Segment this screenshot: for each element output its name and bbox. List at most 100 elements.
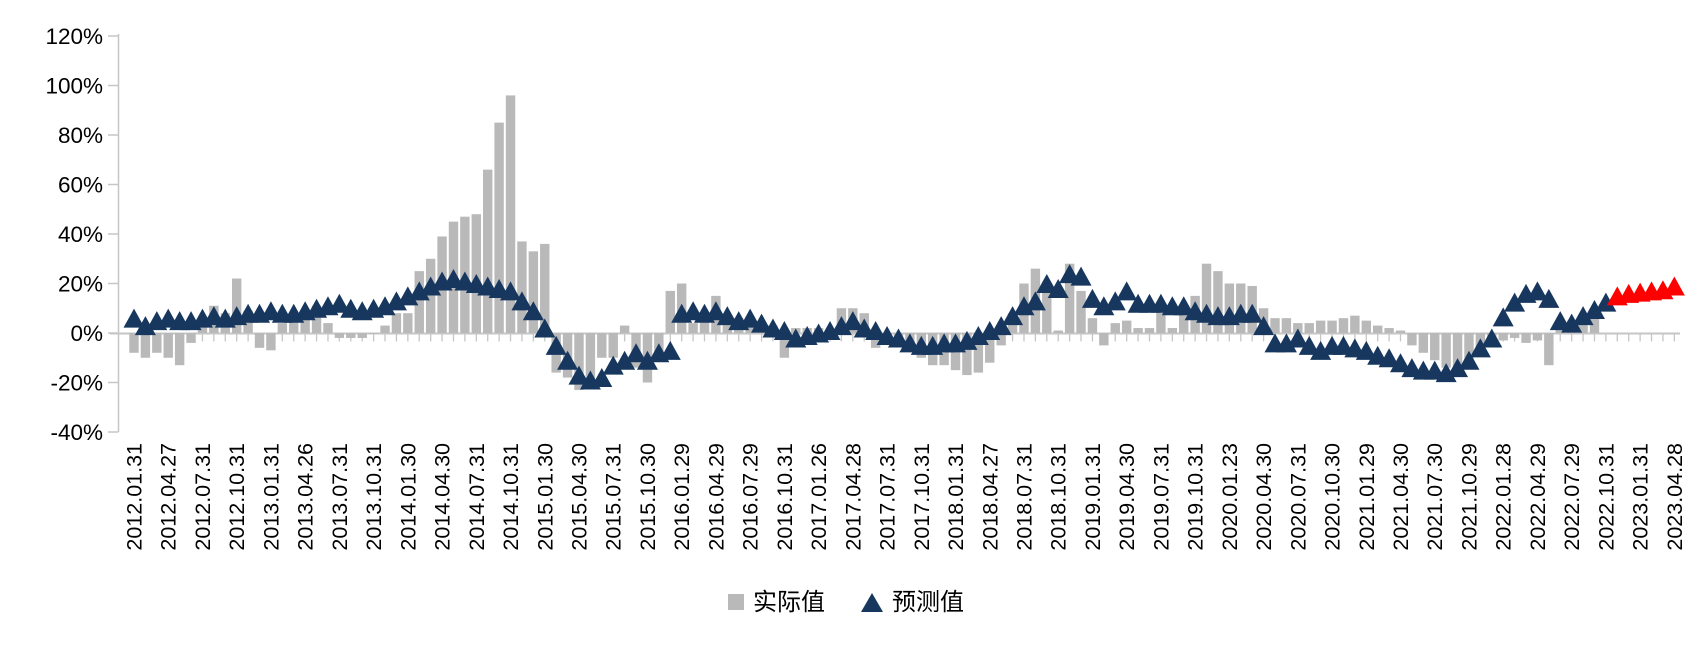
forecast-marker	[1116, 281, 1138, 301]
actual-bar	[1395, 330, 1406, 333]
actual-bar	[254, 333, 265, 348]
actual-bar	[722, 318, 733, 333]
actual-bar	[688, 323, 698, 333]
x-tick-label: 2017.07.31	[876, 443, 900, 551]
actual-bar	[1350, 315, 1360, 333]
actual-bar	[1281, 318, 1292, 333]
forecast-marker	[1093, 296, 1115, 316]
actual-bar	[1327, 320, 1337, 333]
x-tick-label: 2014.04.30	[431, 443, 455, 551]
x-tick-label: 2019.07.31	[1149, 443, 1173, 551]
forecast-marker	[534, 318, 556, 338]
x-tick-label: 2021.04.30	[1389, 443, 1413, 551]
x-tick-label: 2012.04.27	[157, 443, 181, 551]
forecast-marker	[1390, 353, 1412, 373]
y-tick-label: 0%	[70, 321, 103, 346]
actual-bar	[1064, 263, 1075, 333]
actual-bar	[289, 320, 299, 333]
actual-bar	[471, 214, 481, 333]
forecast-marker	[591, 368, 613, 388]
actual-bar	[1509, 333, 1520, 338]
actual-bar	[1076, 290, 1086, 333]
x-tick-label: 2018.04.27	[978, 443, 1002, 551]
x-tick-label: 2022.01.28	[1492, 443, 1516, 551]
x-tick-label: 2020.01.23	[1218, 443, 1242, 551]
forecast-marker	[1572, 306, 1594, 326]
forecast-triangle-swatch-icon	[861, 592, 883, 612]
forecast-marker	[1469, 338, 1491, 358]
actual-bar	[1418, 333, 1429, 353]
x-tick-label: 2017.01.26	[807, 443, 831, 551]
actual-bar	[1430, 333, 1440, 361]
forecast-marker	[420, 276, 442, 296]
actual-bar	[996, 333, 1006, 346]
x-tick-label: 2023.01.31	[1629, 443, 1653, 551]
forecast-marker	[1253, 316, 1275, 336]
actual-bar	[1110, 323, 1120, 333]
forecast-marker	[1458, 350, 1480, 370]
actual-bar	[1167, 328, 1178, 333]
actual-bar	[1156, 310, 1166, 333]
forecast-marker	[328, 293, 350, 313]
forecast-marker	[830, 316, 852, 336]
actual-bar	[1053, 330, 1063, 333]
actual-bar	[962, 333, 972, 376]
actual-bar	[163, 333, 173, 358]
x-tick-label: 2016.07.29	[739, 443, 763, 551]
actual-bar	[1270, 318, 1280, 333]
forecast-marker	[636, 350, 658, 370]
forecast-marker	[1024, 291, 1046, 311]
actual-bar	[1498, 333, 1508, 341]
actual-bar	[517, 241, 527, 333]
forecast-marker	[1595, 292, 1617, 312]
actual-bar	[174, 333, 185, 366]
forecast-marker	[614, 350, 636, 370]
forecast-marker	[1047, 278, 1069, 298]
actual-bar	[391, 313, 402, 333]
actual-bar	[1099, 333, 1109, 346]
actual-bar	[1201, 263, 1212, 333]
actual-bar	[985, 333, 995, 363]
actual-bar	[1384, 328, 1394, 333]
x-tick-label: 2019.10.31	[1184, 443, 1208, 551]
actual-bar	[1544, 333, 1554, 366]
actual-bar	[266, 333, 276, 351]
actual-bar	[528, 251, 539, 333]
actual-bar	[403, 313, 413, 333]
actual-bar	[368, 333, 379, 334]
x-tick-label: 2012.01.31	[123, 443, 147, 551]
x-tick-label: 2013.10.31	[362, 443, 386, 551]
y-tick-label: 80%	[58, 123, 103, 148]
actual-bar	[973, 333, 984, 373]
x-tick-label: 2018.10.31	[1047, 443, 1071, 551]
actual-bar	[380, 325, 390, 333]
actual-bar	[334, 333, 345, 338]
actual-bar	[1589, 315, 1600, 333]
actual-bar	[231, 278, 242, 333]
x-tick-label: 2016.04.29	[704, 443, 728, 551]
actual-bar	[597, 333, 607, 358]
forecast-marker	[819, 321, 841, 341]
actual-bar	[1315, 320, 1326, 333]
x-tick-label: 2014.07.31	[465, 443, 489, 551]
forecast-marker	[1310, 340, 1332, 360]
actual-bar	[1179, 313, 1189, 333]
forecast-marker	[1435, 363, 1457, 383]
forecast-marker	[123, 308, 145, 328]
actual-bar	[1144, 328, 1155, 333]
x-tick-label: 2019.01.31	[1081, 443, 1105, 551]
forecast-marker	[1104, 291, 1126, 311]
y-tick-label: 120%	[45, 24, 103, 49]
actual-bar	[1338, 318, 1349, 333]
x-tick-label: 2013.04.26	[294, 443, 318, 551]
x-tick-label: 2022.07.29	[1560, 443, 1584, 551]
y-tick-label: 40%	[58, 222, 103, 247]
y-tick-label: 20%	[58, 272, 103, 297]
forecast-marker	[385, 291, 407, 311]
x-tick-label: 2012.07.31	[191, 443, 215, 551]
x-tick-label: 2014.01.30	[396, 443, 420, 551]
actual-bar	[1407, 333, 1417, 346]
actual-bar	[323, 323, 333, 333]
forecast-marker	[1070, 266, 1092, 286]
actual-bar	[585, 333, 596, 385]
